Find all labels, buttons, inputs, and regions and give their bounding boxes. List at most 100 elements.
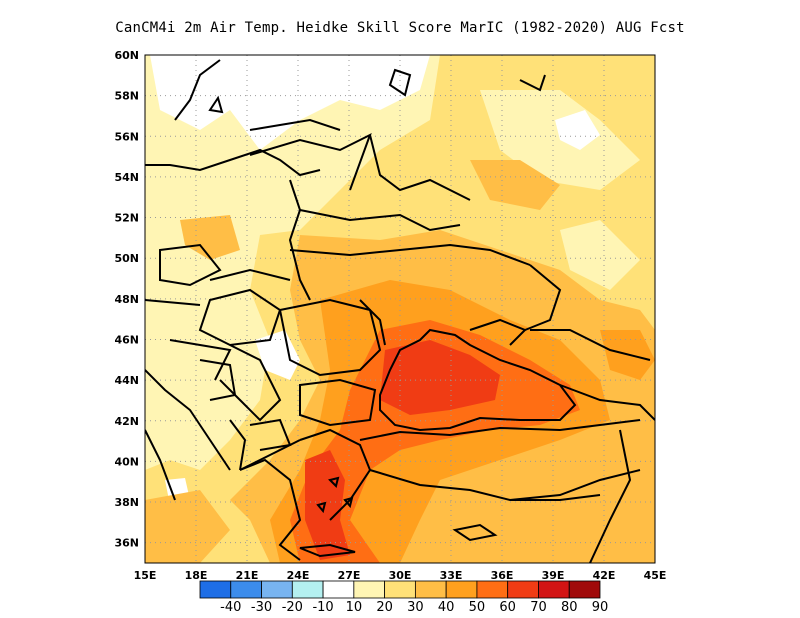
border-romania <box>278 298 382 377</box>
field-white-mid <box>255 330 300 380</box>
lon-tick-label: 30E <box>389 569 412 582</box>
border-austria <box>145 299 201 306</box>
plot-frame <box>144 54 656 564</box>
colorbar-label: 70 <box>530 600 547 615</box>
colorbar-swatch <box>199 580 232 599</box>
island-2 <box>343 496 354 509</box>
finland-coast <box>249 118 341 131</box>
lat-axis-labels: 36N 38N 40N 42N 44N 46N 48N 50N 52N 54N 56N 58N 60N <box>114 49 139 550</box>
field-10-20-west <box>145 55 440 470</box>
border-caucasus <box>559 384 655 421</box>
colorbar-swatch <box>414 580 447 599</box>
score-field <box>145 55 655 563</box>
lat-tick-label: 40N <box>114 455 139 468</box>
crete-coast <box>299 543 356 558</box>
colorbar-swatch <box>261 580 293 599</box>
border-ukraine-north <box>289 243 531 266</box>
lat-tick-label: 36N <box>114 537 139 550</box>
border-poland-east <box>288 179 311 301</box>
colorbar-label: 40 <box>438 600 455 615</box>
lon-tick-label: 15E <box>134 569 157 582</box>
colorbar-swatch <box>291 580 324 599</box>
lake-ladoga <box>388 68 412 97</box>
gotland <box>208 95 224 114</box>
lat-tick-label: 38N <box>114 496 139 509</box>
lat-tick-label: 52N <box>114 212 139 225</box>
border-moldova <box>359 299 386 346</box>
lat-tick-label: 60N <box>114 49 139 62</box>
azov-coast <box>469 318 527 346</box>
colorbar-label: 20 <box>376 600 393 615</box>
border-ukraine-east <box>524 264 562 331</box>
lat-tick-label: 50N <box>114 252 139 265</box>
border-turkey-east <box>589 429 632 563</box>
colorbar-swatch <box>230 580 262 599</box>
lon-tick-label: 39E <box>542 569 565 582</box>
colorbar-swatch <box>353 580 386 599</box>
lon-tick-label: 36E <box>491 569 514 582</box>
colorbar-label: 80 <box>561 600 578 615</box>
colorbar-label: 60 <box>499 600 516 615</box>
border-albania <box>229 419 247 471</box>
field-30-40-sw <box>145 490 230 563</box>
field-50-60-main <box>290 320 580 563</box>
border-czech <box>159 243 222 287</box>
volga-lines <box>519 74 546 92</box>
colorbar-label: 90 <box>592 600 609 615</box>
border-belarus <box>299 209 461 232</box>
field-60-70-sea <box>380 340 500 415</box>
lat-tick-label: 46N <box>114 333 139 346</box>
lon-axis-labels: 15E 18E 21E 24E 27E 30E 33E 36E 39E 42E 45E <box>134 569 667 582</box>
lon-tick-label: 33E <box>440 569 463 582</box>
colorbar: -40 -30 -20 -10 10 20 30 40 50 60 70 80 90 <box>199 580 609 615</box>
lat-tick-label: 58N <box>114 90 139 103</box>
border-baltics <box>249 132 372 191</box>
field-10-20-east2 <box>560 220 640 290</box>
borders <box>145 59 655 563</box>
border-macedonia <box>249 418 292 451</box>
italy-coast <box>145 429 176 501</box>
lon-tick-label: 18E <box>185 569 208 582</box>
colorbar-swatch <box>507 580 539 599</box>
border-bosnia <box>199 359 237 401</box>
border-hungary <box>198 288 282 347</box>
lon-tick-label: 27E <box>338 569 361 582</box>
colorbar-swatch <box>384 580 416 599</box>
border-russia-south <box>530 329 651 361</box>
colorbar-label: -20 <box>282 600 303 615</box>
lat-tick-label: 54N <box>114 171 139 184</box>
field-white-ne <box>555 110 600 150</box>
field-30-40-north <box>470 160 560 210</box>
lon-tick-label: 21E <box>236 569 259 582</box>
field-white-nw <box>150 55 430 150</box>
adriatic-coast <box>145 369 231 471</box>
colorbar-swatch <box>568 580 601 599</box>
lat-tick-label: 56N <box>114 130 139 143</box>
field-30-40-west <box>180 215 240 260</box>
colorbar-swatch <box>445 580 478 599</box>
colorbar-label: 50 <box>469 600 486 615</box>
island-3 <box>316 501 327 514</box>
border-turkey-north <box>359 419 641 441</box>
border-greece-north <box>239 439 301 471</box>
border-bulgaria <box>299 378 377 427</box>
lat-tick-label: 44N <box>114 374 139 387</box>
colorbar-label: 30 <box>407 600 424 615</box>
colorbar-label: -30 <box>251 600 272 615</box>
baltic-coast <box>145 148 321 177</box>
gridlines <box>145 55 655 563</box>
border-croatia <box>169 339 232 381</box>
lat-tick-label: 42N <box>114 415 139 428</box>
border-slovakia <box>209 268 291 281</box>
colorbar-swatch <box>538 580 570 599</box>
colorbar-swatch <box>476 580 509 599</box>
greece-coast <box>239 458 302 561</box>
colorbar-label: 10 <box>346 600 363 615</box>
lon-tick-label: 42E <box>593 569 616 582</box>
colorbar-swatch <box>322 580 355 599</box>
scandinavia-coast <box>174 59 221 121</box>
colorbar-label: -10 <box>312 600 333 615</box>
colorbar-label: -40 <box>220 600 241 615</box>
lon-tick-label: 24E <box>287 569 310 582</box>
